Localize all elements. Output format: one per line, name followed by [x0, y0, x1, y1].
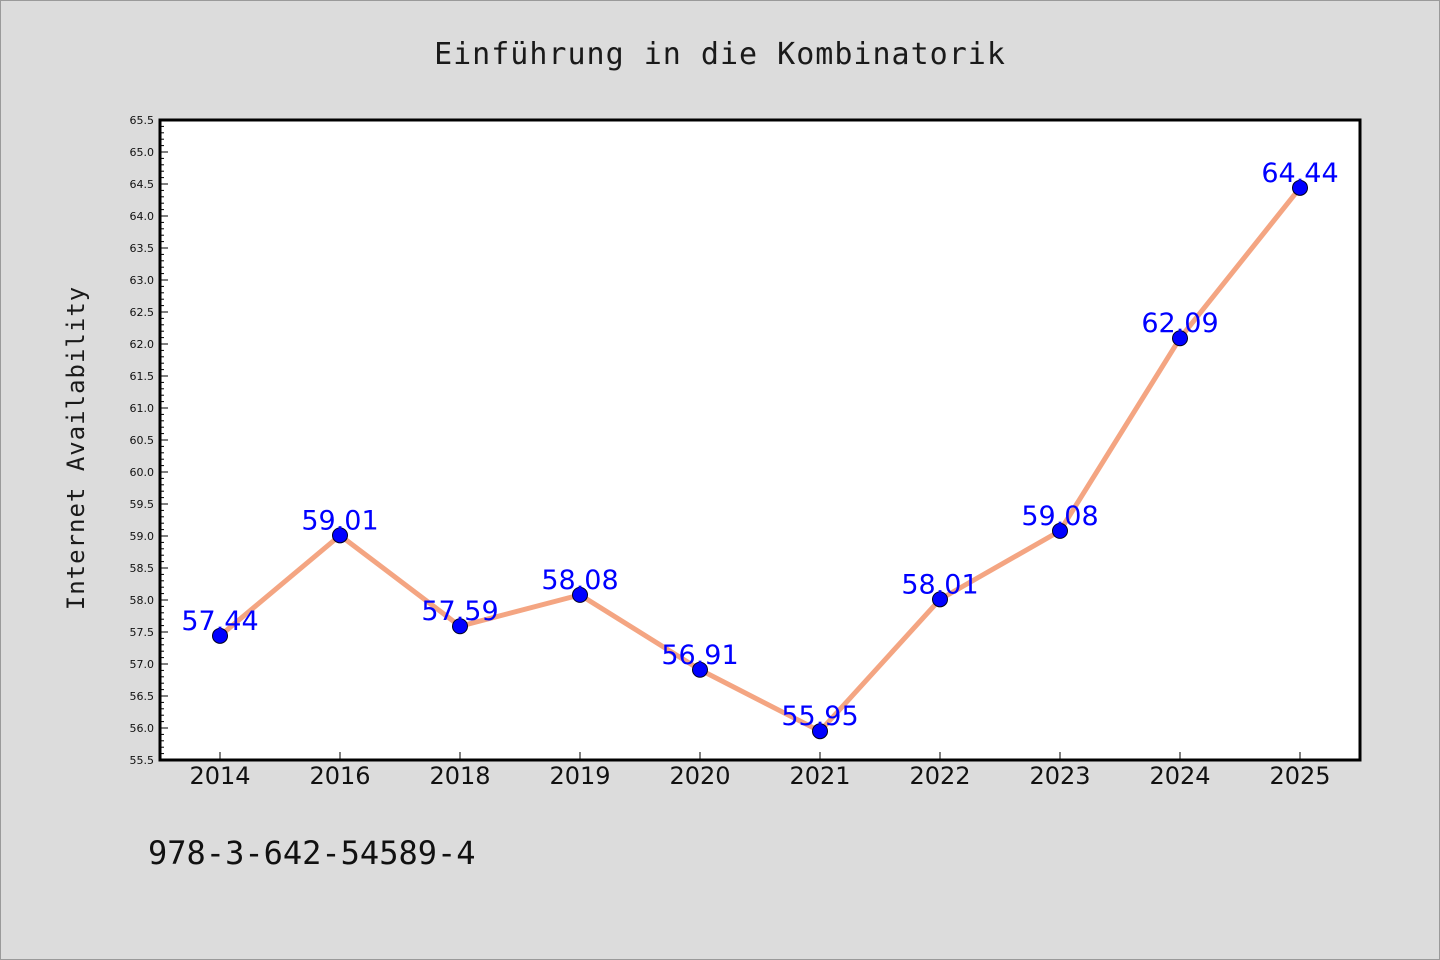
y-tick-label: 60.0	[130, 466, 155, 479]
y-tick-label: 62.5	[130, 306, 155, 319]
x-tick-label: 2014	[189, 762, 250, 790]
data-point	[1172, 330, 1188, 347]
y-tick-label: 57.0	[130, 658, 155, 671]
x-tick-label: 2023	[1029, 762, 1090, 790]
data-point	[1052, 522, 1068, 539]
x-tick-label: 2019	[549, 762, 610, 790]
y-tick-label: 58.5	[130, 562, 155, 575]
data-label: 59.01	[301, 505, 378, 536]
y-axis-ticks: 55.5 56.0 56.5 57.0 57.5 58.0 58.5 59.0 59.5 60.0…	[130, 114, 168, 767]
y-tick-label: 55.5	[130, 754, 155, 767]
data-label: 62.09	[1141, 308, 1218, 339]
data-label: 64.44	[1261, 158, 1338, 189]
data-label: 57.44	[181, 606, 258, 637]
x-axis-ticks: 2014 2016 2018 2019 2020 2021 2022 2023 2024 2025	[189, 752, 1331, 790]
data-label: 56.91	[661, 640, 738, 671]
data-point	[692, 661, 708, 678]
data-label: 55.95	[781, 701, 858, 732]
y-tick-label: 65.5	[130, 114, 155, 127]
y-axis-label: Internet Availability	[62, 286, 90, 610]
data-point	[572, 586, 588, 603]
data-label: 57.59	[421, 596, 498, 627]
y-tick-label: 60.5	[130, 434, 155, 447]
data-point	[932, 591, 948, 608]
series-line	[218, 186, 1302, 734]
y-tick-label: 63.0	[130, 274, 155, 287]
y-tick-label: 58.0	[130, 594, 155, 607]
data-label: 58.01	[901, 569, 978, 600]
data-point	[212, 627, 228, 644]
plot-area	[158, 118, 1362, 762]
y-tick-label: 64.0	[130, 210, 155, 223]
chart-title: Einführung in die Kombinatorik	[434, 37, 1006, 72]
y-tick-label: 59.5	[130, 498, 155, 511]
y-tick-label: 57.5	[130, 626, 155, 639]
y-tick-label: 56.5	[130, 690, 155, 703]
x-tick-label: 2025	[1269, 762, 1330, 790]
y-tick-label: 56.0	[130, 722, 155, 735]
y-tick-label: 64.5	[130, 178, 155, 191]
x-tick-label: 2022	[909, 762, 970, 790]
footnote-isbn: 978-3-642-54589-4	[148, 834, 476, 872]
x-tick-label: 2020	[669, 762, 730, 790]
x-tick-label: 2016	[309, 762, 370, 790]
data-point	[812, 723, 828, 740]
x-tick-label: 2024	[1149, 762, 1210, 790]
data-markers	[212, 179, 1308, 740]
y-tick-label: 65.0	[130, 146, 155, 159]
y-tick-label: 61.5	[130, 370, 155, 383]
y-tick-label: 63.5	[130, 242, 155, 255]
data-labels: 57.44 59.01 57.59 58.08 56.91 55.95 58.01 59.08…	[181, 158, 1338, 732]
data-point	[452, 618, 468, 635]
x-tick-label: 2021	[789, 762, 850, 790]
y-tick-label: 61.0	[130, 402, 155, 415]
x-tick-label: 2018	[429, 762, 490, 790]
data-label: 58.08	[541, 565, 618, 596]
data-point	[332, 527, 348, 544]
data-point	[1292, 179, 1308, 196]
y-tick-label: 62.0	[130, 338, 155, 351]
data-label: 59.08	[1021, 501, 1098, 532]
y-tick-label: 59.0	[130, 530, 155, 543]
series-line-group	[218, 186, 1302, 734]
